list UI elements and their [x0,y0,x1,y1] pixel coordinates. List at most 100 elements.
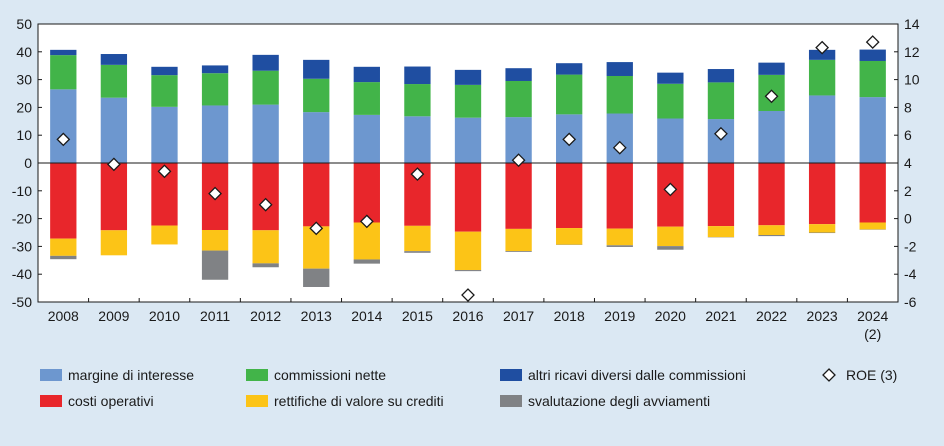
right-tick-label: 8 [904,99,912,115]
bar-commissioni-nette-2019 [607,76,633,114]
bar-rettifiche-di-valore-su-crediti-2020 [657,227,683,246]
bar-margine-di-interesse-2015 [404,116,430,163]
right-tick-label: 4 [904,155,912,171]
bar-rettifiche-di-valore-su-crediti-2017 [505,229,531,251]
legend-swatch-altri-ricavi-diversi-dalle-commissioni [500,369,522,381]
legend-swatch-rettifiche-di-valore-su-crediti [246,395,268,407]
bar-commissioni-nette-2015 [404,84,430,116]
bar-costi-operativi-2019 [607,163,633,229]
left-tick-label: 30 [16,72,32,88]
x-tick-label-2012: 2012 [250,308,281,324]
left-tick-label: 10 [16,127,32,143]
bar-svalutazione-degli-avviamenti-2023 [809,233,835,234]
bar-costi-operativi-2014 [354,163,380,222]
bar-margine-di-interesse-2019 [607,114,633,163]
bar-altri-ricavi-diversi-dalle-commissioni-2013 [303,60,329,79]
bar-margine-di-interesse-2023 [809,95,835,163]
left-tick-label: 0 [24,155,32,171]
bar-altri-ricavi-diversi-dalle-commissioni-2009 [101,54,127,65]
legend-swatch-margine-di-interesse [40,369,62,381]
bar-rettifiche-di-valore-su-crediti-2021 [708,226,734,237]
bar-costi-operativi-2021 [708,163,734,226]
bar-svalutazione-degli-avviamenti-2017 [505,251,531,252]
bar-costi-operativi-2016 [455,163,481,232]
x-tick-label-2016: 2016 [452,308,483,324]
bar-svalutazione-degli-avviamenti-2020 [657,246,683,250]
bar-margine-di-interesse-2009 [101,98,127,163]
x-tick-label-2008: 2008 [48,308,79,324]
bar-costi-operativi-2009 [101,163,127,230]
bar-margine-di-interesse-2021 [708,119,734,163]
bar-margine-di-interesse-2012 [252,105,278,163]
x-tick-sublabel-2024: (2) [864,326,881,342]
legend-swatch-roe [823,369,835,381]
legend-label-commissioni-nette: commissioni nette [274,367,386,383]
bar-rettifiche-di-valore-su-crediti-2008 [50,239,76,256]
bar-altri-ricavi-diversi-dalle-commissioni-2016 [455,70,481,85]
bar-altri-ricavi-diversi-dalle-commissioni-2017 [505,68,531,81]
bar-rettifiche-di-valore-su-crediti-2019 [607,229,633,246]
bar-margine-di-interesse-2024 [860,97,886,163]
right-tick-label: 2 [904,183,912,199]
bar-svalutazione-degli-avviamenti-2016 [455,270,481,271]
legend-label-altri-ricavi-diversi-dalle-commissioni: altri ricavi diversi dalle commissioni [528,367,746,383]
bar-margine-di-interesse-2010 [151,107,177,163]
left-tick-label: 50 [16,16,32,32]
bar-rettifiche-di-valore-su-crediti-2018 [556,228,582,245]
legend-swatch-costi-operativi [40,395,62,407]
left-tick-label: -30 [12,238,32,254]
bar-margine-di-interesse-2008 [50,89,76,163]
x-tick-label-2009: 2009 [98,308,129,324]
right-tick-label: 14 [904,16,920,32]
bar-commissioni-nette-2010 [151,75,177,107]
x-tick-label-2010: 2010 [149,308,180,324]
x-tick-label-2013: 2013 [301,308,332,324]
right-tick-label: -4 [904,266,917,282]
x-tick-label-2023: 2023 [807,308,838,324]
bar-rettifiche-di-valore-su-crediti-2010 [151,226,177,245]
bar-commissioni-nette-2012 [252,71,278,105]
bar-margine-di-interesse-2011 [202,105,228,163]
bar-altri-ricavi-diversi-dalle-commissioni-2022 [758,63,784,75]
bar-svalutazione-degli-avviamenti-2011 [202,251,228,280]
legend-label-roe-3-: ROE (3) [846,367,897,383]
x-tick-label-2011: 2011 [200,308,230,324]
bar-margine-di-interesse-2016 [455,118,481,163]
bar-altri-ricavi-diversi-dalle-commissioni-2020 [657,73,683,84]
left-tick-label: -20 [12,211,32,227]
bar-commissioni-nette-2016 [455,85,481,118]
right-tick-label: 10 [904,72,920,88]
x-tick-label-2014: 2014 [351,308,382,324]
bar-margine-di-interesse-2014 [354,115,380,163]
bar-costi-operativi-2012 [252,163,278,230]
right-tick-label: -2 [904,238,917,254]
x-tick-label-2015: 2015 [402,308,433,324]
bar-costi-operativi-2013 [303,163,329,226]
bar-costi-operativi-2022 [758,163,784,225]
bar-svalutazione-degli-avviamenti-2019 [607,245,633,247]
bar-altri-ricavi-diversi-dalle-commissioni-2011 [202,65,228,73]
x-tick-label-2021: 2021 [705,308,736,324]
bar-altri-ricavi-diversi-dalle-commissioni-2014 [354,67,380,82]
bar-svalutazione-degli-avviamenti-2022 [758,235,784,236]
bar-commissioni-nette-2024 [860,61,886,97]
bar-altri-ricavi-diversi-dalle-commissioni-2018 [556,63,582,74]
bar-margine-di-interesse-2013 [303,112,329,163]
bar-commissioni-nette-2008 [50,55,76,89]
left-tick-label: -50 [12,294,32,310]
left-tick-label: 20 [16,99,32,115]
bar-rettifiche-di-valore-su-crediti-2009 [101,230,127,255]
legend-label-svalutazione-degli-avviamenti: svalutazione degli avviamenti [528,393,710,409]
left-tick-label: -10 [12,183,32,199]
legend-swatch-svalutazione-degli-avviamenti [500,395,522,407]
bar-costi-operativi-2023 [809,163,835,224]
bar-margine-di-interesse-2020 [657,119,683,163]
bar-rettifiche-di-valore-su-crediti-2012 [252,230,278,263]
bar-rettifiche-di-valore-su-crediti-2022 [758,225,784,235]
bar-margine-di-interesse-2022 [758,111,784,163]
legend-label-costi-operativi: costi operativi [68,393,154,409]
bar-costi-operativi-2008 [50,163,76,239]
right-tick-label: 12 [904,44,920,60]
